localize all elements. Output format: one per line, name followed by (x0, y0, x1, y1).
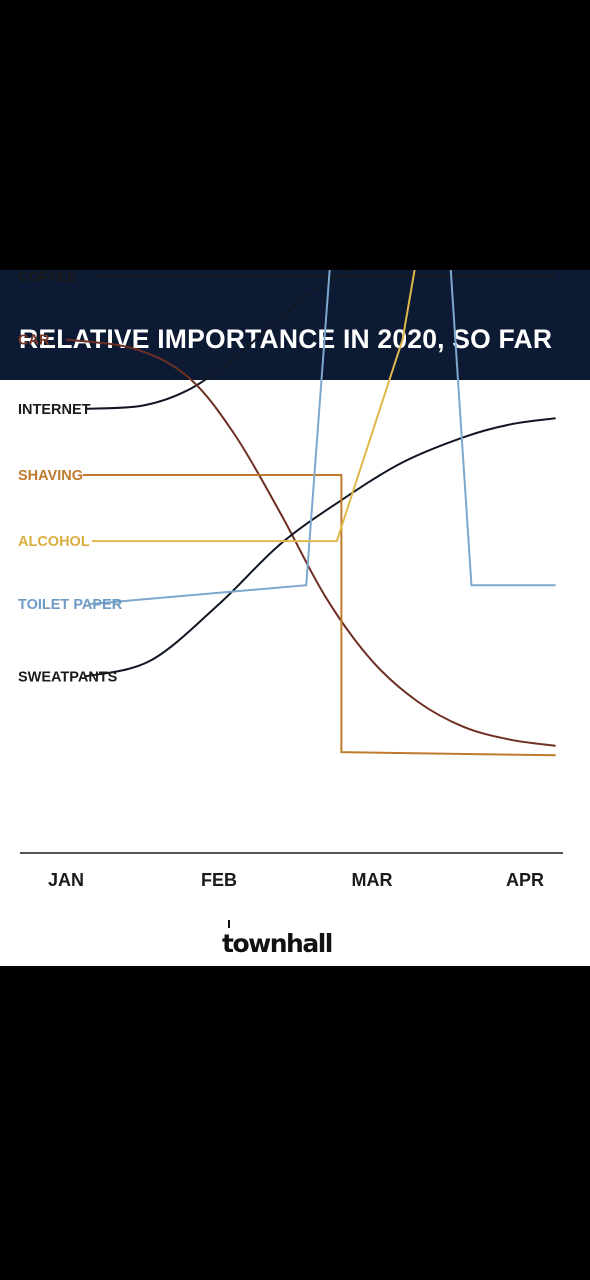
legend-label-shaving: SHAVING (18, 468, 83, 484)
legend-label-coffee: COFFEE (18, 270, 77, 286)
series-line-sweatpants (84, 417, 556, 678)
legend-labels: COFFEE CAR INTERNET SHAVING ALCOHOL TOILET PA… (18, 270, 123, 686)
series-line-toilet-paper (88, 270, 556, 606)
legend-label-internet: INTERNET (18, 402, 91, 418)
logo-tower-icon (228, 920, 230, 928)
legend-label-alcohol: ALCOHOL (18, 534, 90, 550)
series-layer (65, 270, 556, 757)
x-tick-label-jan: JAN (48, 870, 84, 890)
title-banner: RELATIVE IMPORTANCE IN 2020, SO FAR (0, 270, 590, 380)
legend-label-car: CAR (18, 333, 50, 349)
logo-text: townhall (222, 929, 332, 958)
chart-canvas: COFFEE CAR INTERNET SHAVING ALCOHOL TOILET PA… (18, 270, 563, 958)
x-axis-ticks: JAN FEB MAR APR (48, 870, 544, 890)
legend-label-toilet-paper: TOILET PAPER (18, 597, 123, 613)
series-line-internet (85, 270, 351, 410)
series-line-alcohol (92, 270, 416, 543)
x-tick-label-feb: FEB (201, 870, 237, 890)
x-tick-label-mar: MAR (352, 870, 393, 890)
series-line-car (65, 338, 556, 747)
chart-card: RELATIVE IMPORTANCE IN 2020, SO FAR COFF… (0, 270, 590, 966)
series-line-shaving (82, 473, 556, 757)
townhall-logo: townhall (222, 920, 333, 958)
x-tick-label-apr: APR (506, 870, 544, 890)
legend-label-sweatpants: SWEATPANTS (18, 670, 118, 686)
chart-title: RELATIVE IMPORTANCE IN 2020, SO FAR (19, 324, 553, 354)
